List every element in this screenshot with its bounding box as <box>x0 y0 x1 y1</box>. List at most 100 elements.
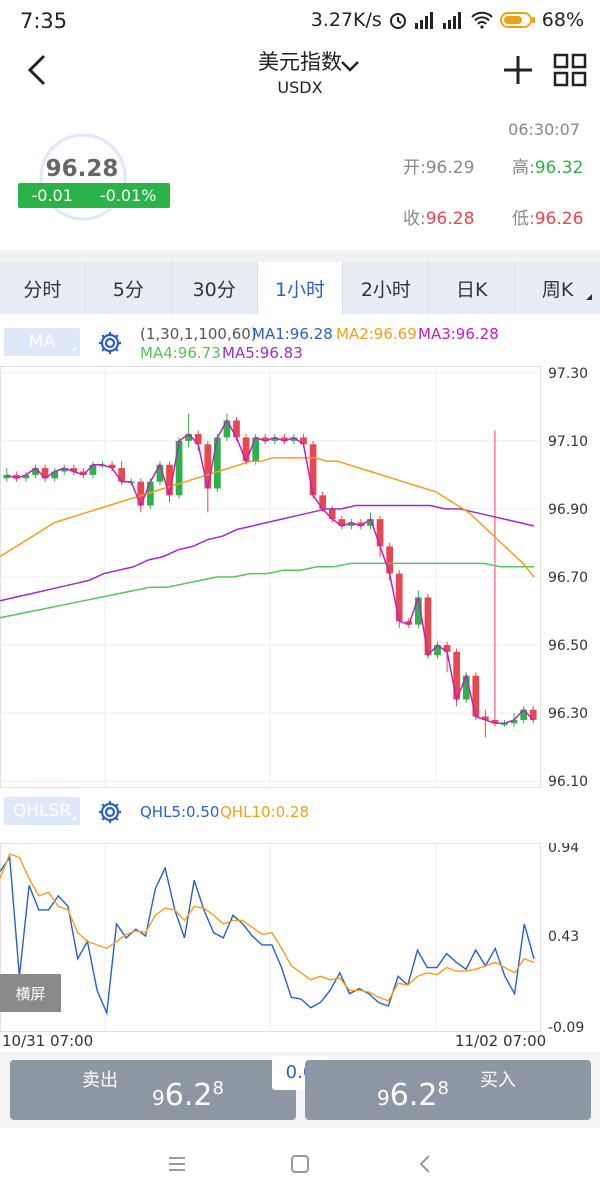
candle-body <box>204 444 212 489</box>
tab-label: 周K <box>541 278 574 301</box>
candle-body <box>214 437 221 489</box>
grid-icon[interactable] <box>552 52 588 88</box>
qhl5-value: QHL5:0.50 <box>140 803 220 821</box>
status-bar: 7:35 3.27K/s 68% <box>0 0 600 42</box>
ma3-line <box>6 418 534 725</box>
change-value: -0.01 <box>31 186 73 205</box>
qhlsr-button-label: QHLSR <box>12 801 72 821</box>
home-icon[interactable] <box>288 1152 312 1176</box>
candle-body <box>290 437 298 441</box>
sell-price-prefix: 9 <box>152 1086 165 1110</box>
buy-button[interactable]: 96.28 买入 <box>305 1060 591 1120</box>
ma3-value: MA3:96.28 <box>418 325 499 343</box>
add-icon[interactable] <box>500 52 536 88</box>
candle-body <box>434 645 441 656</box>
y-tick-label: 96.90 <box>548 502 588 518</box>
qhl5-line <box>0 855 535 1016</box>
candle-body <box>338 519 346 526</box>
menu-icon[interactable] <box>165 1152 189 1176</box>
trade-bar: 卖出 96.28 0.0 96.28 买入 <box>0 1052 600 1128</box>
candle-body <box>3 474 11 479</box>
y-tick-label: 97.30 <box>548 366 588 382</box>
back-icon[interactable] <box>18 48 58 92</box>
buy-price-main: 6.2 <box>389 1078 438 1113</box>
candle-body <box>271 437 279 441</box>
system-nav-bar <box>0 1128 600 1200</box>
wifi-icon <box>471 11 493 29</box>
tab-label: 5分 <box>112 278 144 301</box>
tab-2hour[interactable]: 2小时 <box>343 262 430 314</box>
tab-5min[interactable]: 5分 <box>86 262 172 314</box>
close-price: 收:96.28 <box>403 204 474 229</box>
open-price: 开:96.29 <box>403 153 474 178</box>
ma2-line <box>0 457 535 578</box>
candle-body <box>194 434 202 445</box>
instrument-title[interactable]: 美元指数 USDX <box>200 46 400 97</box>
ma-indicator-button[interactable]: MA <box>4 328 80 356</box>
candle-body <box>252 437 259 462</box>
candle-body <box>367 519 374 526</box>
candle-body <box>175 440 183 496</box>
gear-icon[interactable] <box>97 330 123 356</box>
low-price: 低:96.26 <box>512 204 583 229</box>
quote-time: 06:30:07 <box>508 120 580 139</box>
quote-panel: 96.28 -0.01 -0.01% 06:30:07 开:96.29 高:96… <box>0 110 600 250</box>
page-title: 美元指数 <box>258 50 342 74</box>
candle-body <box>147 481 154 506</box>
tab-label: 日K <box>455 278 488 301</box>
y-tick-label: 96.10 <box>548 774 588 790</box>
candle-body <box>22 474 30 479</box>
candle-body <box>348 522 355 526</box>
change-badge: -0.01 -0.01% <box>18 183 170 208</box>
ma-params: (1,30,1,100,60) <box>140 325 257 343</box>
tab-weekly[interactable]: 周K <box>515 262 600 314</box>
candle-body <box>529 709 537 720</box>
tab-fenshi[interactable]: 分时 <box>0 262 86 314</box>
buy-price: 96.28 <box>377 1078 449 1113</box>
candle-body <box>482 716 489 720</box>
change-percent: -0.01% <box>99 186 157 205</box>
ma4-line <box>0 562 534 619</box>
y-tick-label: 96.30 <box>548 706 588 722</box>
candle-body <box>395 573 403 622</box>
candle-body <box>233 420 240 438</box>
candle-body <box>70 468 78 472</box>
y-tick-label: 97.10 <box>548 434 588 450</box>
landscape-button[interactable]: 横屏 <box>0 974 61 1012</box>
tab-label: 2小时 <box>360 278 411 301</box>
candle-body <box>261 437 269 441</box>
close-label: 收: <box>403 209 426 229</box>
high-price: 高:96.32 <box>512 153 583 178</box>
candle-body <box>80 471 87 475</box>
page-subtitle: USDX <box>277 78 323 97</box>
y-tick-label: 96.70 <box>548 570 588 586</box>
gear-icon[interactable] <box>97 799 123 825</box>
y-tick-label: 0.94 <box>548 843 579 856</box>
tab-daily[interactable]: 日K <box>429 262 516 314</box>
back-nav-icon[interactable] <box>414 1152 438 1176</box>
ma2-value: MA2:96.69 <box>336 325 417 343</box>
ma4-value: MA4:96.73 <box>140 344 221 362</box>
tab-30min[interactable]: 30分 <box>172 262 258 314</box>
chevron-down-icon[interactable] <box>338 56 362 76</box>
status-icons: 3.27K/s 68% <box>311 9 584 31</box>
candle-body <box>319 495 326 509</box>
sell-button[interactable]: 卖出 96.28 <box>10 1060 296 1120</box>
app-header: 美元指数 USDX <box>0 42 600 104</box>
y-tick-label: 0.43 <box>548 929 579 945</box>
candle-body <box>281 437 288 441</box>
open-value: 96.29 <box>425 158 475 178</box>
low-value: 96.26 <box>534 209 584 229</box>
qhl10-line <box>0 853 535 1002</box>
candle-body <box>89 464 97 475</box>
qhlsr-indicator-button[interactable]: QHLSR <box>4 797 80 825</box>
candle-body <box>223 420 231 438</box>
tab-1hour[interactable]: 1小时 <box>257 262 344 314</box>
qhlsr-indicator-row: QHLSR QHL5:0.50 QHL10:0.28 <box>0 795 600 829</box>
candle-body <box>41 468 49 479</box>
x-axis-start: 10/31 07:00 <box>2 1032 94 1050</box>
qhlsr-chart[interactable]: 0.94 0.43 -0.09 <box>0 843 600 1033</box>
low-label: 低: <box>512 209 535 229</box>
candlestick-chart[interactable]: 97.30 97.10 96.90 96.70 96.50 96.30 96.10 <box>0 366 600 790</box>
high-value: 96.32 <box>534 158 584 178</box>
